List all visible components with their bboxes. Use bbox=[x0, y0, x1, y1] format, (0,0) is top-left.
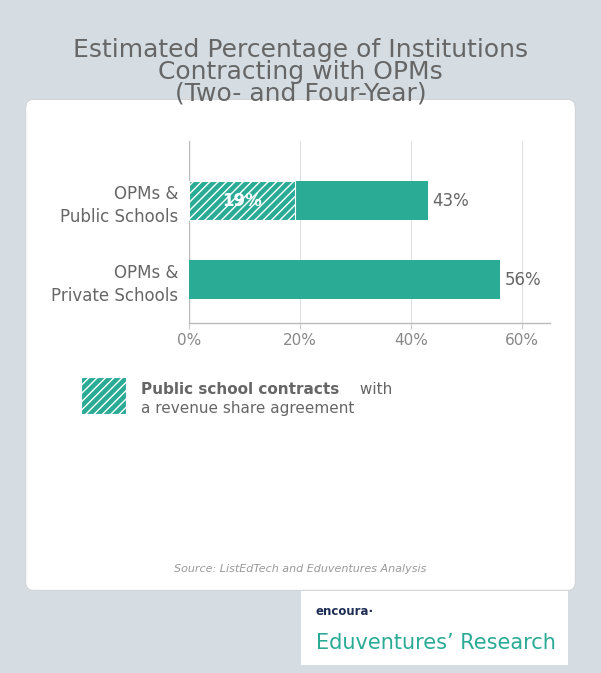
Bar bbox=[189, 181, 428, 220]
Text: 19%: 19% bbox=[222, 192, 262, 209]
Bar bbox=[189, 260, 500, 299]
Text: (Two- and Four-Year): (Two- and Four-Year) bbox=[175, 81, 426, 106]
Text: Contracting with OPMs: Contracting with OPMs bbox=[158, 60, 443, 84]
Text: Estimated Percentage of Institutions: Estimated Percentage of Institutions bbox=[73, 38, 528, 63]
Text: encoura·: encoura· bbox=[316, 605, 374, 618]
Text: 56%: 56% bbox=[504, 271, 541, 289]
Text: 43%: 43% bbox=[432, 192, 469, 209]
Bar bbox=[189, 181, 294, 220]
Text: a revenue share agreement: a revenue share agreement bbox=[141, 401, 355, 416]
Text: Source: ListEdTech and Eduventures Analysis: Source: ListEdTech and Eduventures Analy… bbox=[174, 564, 427, 573]
Text: Eduventures’ Research: Eduventures’ Research bbox=[316, 633, 555, 653]
Text: with: with bbox=[355, 382, 392, 397]
Text: Public school contracts: Public school contracts bbox=[141, 382, 340, 397]
